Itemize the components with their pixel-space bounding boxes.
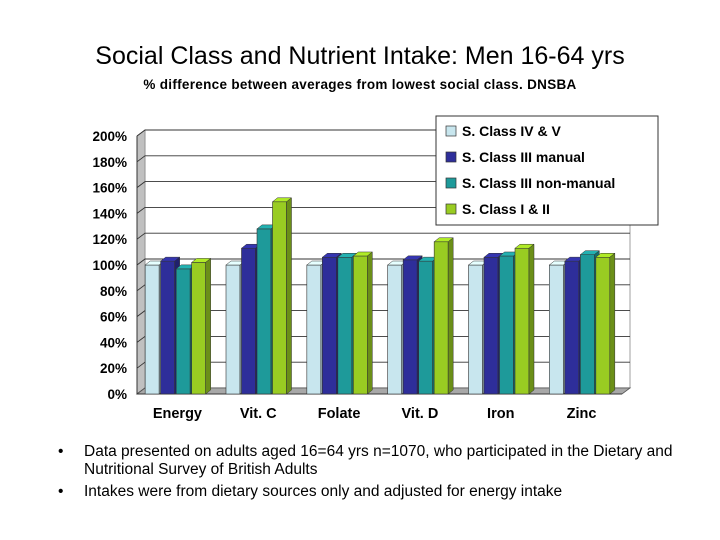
- bar: [549, 264, 564, 395]
- x-tick-label: Folate: [318, 406, 361, 422]
- bar: [225, 264, 241, 395]
- bar: [353, 255, 368, 395]
- note-item: • Data presented on adults aged 16=64 yr…: [58, 443, 698, 479]
- legend-label: S. Class I & II: [462, 201, 550, 217]
- bar: [322, 256, 337, 395]
- bar: [144, 264, 160, 395]
- bar: [160, 260, 175, 395]
- legend-swatch: [445, 203, 457, 215]
- y-tick-label: 100%: [92, 258, 127, 273]
- bar: [337, 256, 353, 395]
- bar-side: [286, 197, 292, 395]
- x-tick-label: Energy: [153, 406, 202, 422]
- legend-swatch: [445, 177, 457, 189]
- bar: [402, 259, 418, 395]
- note-item: • Intakes were from dietary sources only…: [58, 483, 698, 501]
- x-tick-label: Iron: [487, 406, 514, 422]
- bar: [272, 201, 287, 395]
- y-tick-label: 180%: [92, 155, 127, 170]
- bar: [241, 247, 256, 395]
- slide-subtitle: % difference between averages from lowes…: [143, 77, 577, 92]
- legend-swatch: [445, 125, 457, 137]
- bar-side: [205, 257, 211, 395]
- y-tick-label: 20%: [100, 361, 127, 376]
- y-tick-label: 200%: [92, 129, 127, 144]
- bar-side: [609, 252, 616, 395]
- slide-title: Social Class and Nutrient Intake: Men 16…: [95, 42, 625, 70]
- bar: [468, 264, 483, 395]
- bar: [418, 260, 433, 395]
- note-text: Intakes were from dietary sources only a…: [84, 483, 563, 500]
- bar: [514, 247, 530, 395]
- y-tick-label: 0%: [107, 387, 127, 402]
- gridline: [136, 258, 630, 266]
- bar: [256, 228, 272, 395]
- x-tick-label: Vit. C: [240, 406, 277, 422]
- bar: [564, 260, 580, 395]
- bar-side: [447, 237, 454, 395]
- y-tick-label: 40%: [100, 335, 127, 350]
- gridline: [136, 232, 630, 240]
- legend-label: S. Class III manual: [462, 149, 585, 165]
- y-tick-label: 140%: [92, 206, 127, 221]
- y-tick-label: 160%: [92, 181, 127, 196]
- bar: [483, 256, 499, 395]
- bar: [175, 268, 191, 395]
- bullet-icon: •: [58, 443, 64, 460]
- y-tick-label: 120%: [92, 232, 127, 247]
- bar-chart: 0% 20% 40% 60% 80% 100% 120% 140% 160% 180% 200% En…: [92, 115, 659, 422]
- x-tick-label: Zinc: [567, 406, 597, 422]
- notes-list: • Data presented on adults aged 16=64 yr…: [58, 443, 698, 505]
- bar: [595, 256, 611, 395]
- bar-side: [367, 251, 373, 395]
- y-tick-label: 60%: [100, 310, 127, 325]
- y-tick-label: 80%: [100, 284, 127, 299]
- bar: [191, 262, 206, 395]
- bullet-icon: •: [58, 483, 64, 500]
- bar: [306, 264, 322, 395]
- bar: [499, 255, 514, 395]
- bar: [580, 254, 595, 395]
- note-text: Data presented on adults aged 16=64 yrs …: [84, 443, 673, 478]
- legend-label: S. Class IV & V: [462, 123, 561, 139]
- bar: [387, 264, 402, 395]
- bar-side: [528, 243, 535, 395]
- x-tick-label: Vit. D: [402, 406, 439, 422]
- legend-swatch: [445, 151, 457, 163]
- legend-label: S. Class III non-manual: [462, 175, 615, 191]
- legend-box: [435, 115, 659, 226]
- bar: [433, 241, 449, 395]
